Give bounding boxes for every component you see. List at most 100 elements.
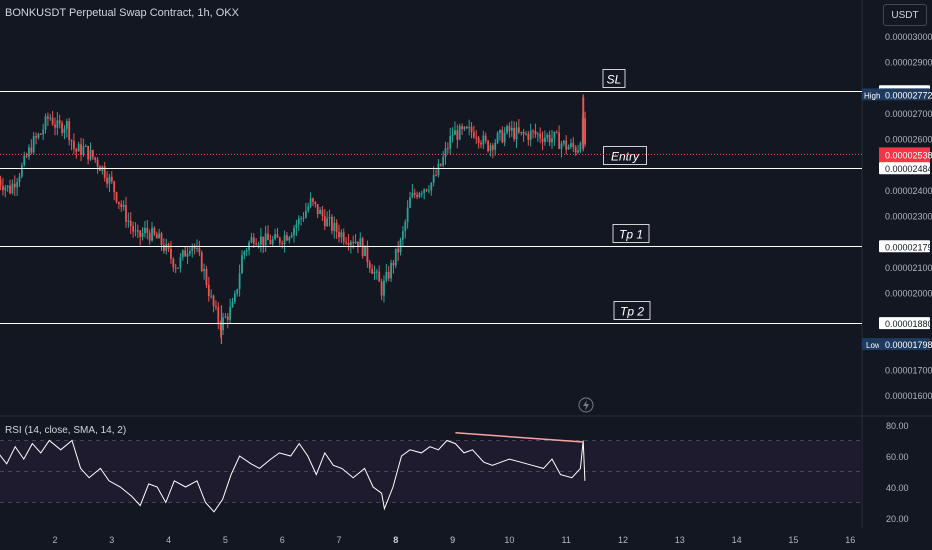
candle-body [402,231,404,240]
candle-body [515,127,518,140]
candles-group [0,111,587,338]
candle-body [428,190,430,192]
candle-body [122,205,125,208]
candle-body [560,143,563,149]
candle-body [312,198,314,202]
candle-body [262,236,265,246]
candle-body [129,220,132,227]
candle-body [174,267,177,269]
candle-body [241,255,243,274]
candle-body [520,131,523,133]
low-badge: Low [866,341,881,350]
candle-body [257,244,260,246]
candle-body [118,201,120,204]
candle-body [94,157,97,160]
candle-body [2,185,4,191]
candle-body [570,143,572,147]
candle-body [432,174,435,183]
low-badge-box [862,338,884,351]
candle-body [295,224,298,228]
candle-body [172,258,175,268]
candle-body [25,155,28,157]
candle-body [454,130,456,136]
time-tick-label: 9 [450,535,455,545]
candle-body [304,210,307,218]
candle-body [181,250,184,258]
candle-body [456,130,459,140]
candle-body [470,126,473,133]
candle-body [333,222,336,231]
time-tick-label: 16 [845,535,855,545]
tp2-price-label: 0.000018801 [885,319,932,329]
candle-body [319,209,321,215]
time-tick-label: 12 [618,535,628,545]
candle-body [32,136,35,153]
candle-body [309,198,312,207]
rsi-tick-label: 60.00 [886,452,909,462]
time-tick-label: 8 [393,535,398,545]
time-tick-label: 4 [166,535,171,545]
candle-body [373,271,376,274]
candle-body [385,271,388,281]
candle-body [302,217,305,219]
candle-body [73,141,75,149]
candle-body [390,262,392,279]
candle-body [349,242,352,246]
candle-body [9,185,11,194]
rsi-divergence-line [455,432,584,443]
candle-body [0,179,2,186]
candle-body [252,237,255,244]
candle-body [397,248,400,253]
candle-body [539,133,542,139]
candle-body [517,127,520,133]
candle-body [416,194,418,197]
candle-body [364,245,366,257]
candle-body [186,253,189,257]
candle-body [4,187,7,191]
candle-body [577,150,579,153]
high-badge: High [864,91,880,100]
candle-body [136,230,139,232]
candle-body [77,144,80,152]
candle-body [496,133,499,143]
candle-body [380,281,383,296]
rsi-title: RSI (14, close, SMA, 14, 2) [5,425,126,436]
candle-body [226,316,229,321]
tp2-price-label-box [879,317,930,330]
time-tick-label: 6 [280,535,285,545]
currency-button[interactable]: USDT [883,4,927,26]
time-tick-label: 14 [732,535,742,545]
candle-body [233,293,236,302]
lightning-icon [578,397,594,413]
candle-body [276,234,279,238]
candle-body [567,146,570,150]
candle-body [103,166,106,178]
candle-body [411,192,414,198]
candle-body [435,174,437,176]
candle-body [342,232,345,242]
candle-body [314,201,317,205]
candle-body [20,164,23,177]
candle-body [307,206,310,211]
level-label-box [603,146,647,165]
candle-body [148,232,151,241]
candle-body [165,244,168,251]
candle-body [371,268,374,274]
candle-body [245,250,248,252]
candle-body [489,145,492,152]
candle-body [224,316,227,318]
candle-body [42,129,45,135]
candle-body [23,155,26,165]
candle-body [510,127,513,131]
candle-body [82,146,85,155]
candle-body [30,147,33,153]
candle-body [184,250,187,257]
candle-body [146,227,149,233]
candle-body [562,140,565,144]
